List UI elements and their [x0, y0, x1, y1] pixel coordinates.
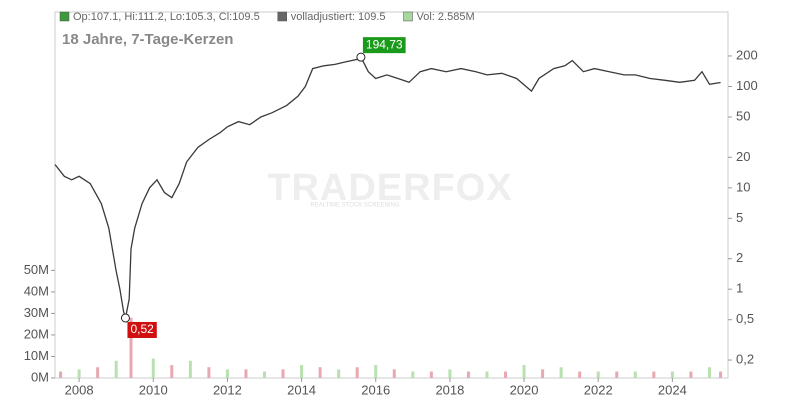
y2-tick-label: 0M: [31, 369, 49, 384]
extreme-label-bg: [127, 321, 157, 338]
volume-bar: [652, 371, 656, 378]
x-tick-label: 2024: [658, 382, 687, 397]
volume-bar: [281, 369, 285, 378]
extreme-label: 194,73: [366, 37, 403, 51]
subtitle: 18 Jahre, 7-Tage-Kerzen: [62, 31, 233, 48]
volume-bar: [719, 371, 723, 378]
volume-bar: [411, 371, 415, 378]
legend-label: volladjustiert: 109.5: [291, 11, 386, 23]
volume-bar: [522, 365, 526, 378]
legend-label: Op:107.1, Hi:111.2, Lo:105.3, Cl:109.5: [73, 11, 260, 23]
watermark: TRADERFOX: [267, 167, 512, 209]
volume-bar: [170, 365, 174, 378]
volume-bar: [263, 371, 267, 378]
volume-bar: [96, 367, 100, 378]
volume-bar: [615, 371, 619, 378]
x-tick-label: 2012: [213, 382, 242, 397]
y-tick-label: 10: [736, 179, 750, 194]
x-tick-label: 2014: [287, 382, 316, 397]
volume-bar: [188, 360, 192, 378]
y-tick-label: 0,5: [736, 311, 754, 326]
x-tick-label: 2008: [65, 382, 94, 397]
volume-bar: [151, 358, 155, 378]
y2-tick-label: 10M: [24, 348, 49, 363]
y-tick-label: 200: [736, 47, 758, 62]
x-tick-label: 2016: [361, 382, 390, 397]
volume-bar: [670, 371, 674, 378]
volume-bar: [448, 369, 452, 378]
extreme-label: 0,52: [130, 322, 154, 336]
y-tick-label: 0,2: [736, 351, 754, 366]
x-tick-label: 2022: [584, 382, 613, 397]
volume-bar: [129, 317, 133, 378]
volume-bar: [689, 371, 693, 378]
volume-bar: [337, 369, 341, 378]
volume-bar: [504, 371, 508, 378]
legend-label: Vol: 2.585M: [417, 11, 475, 23]
x-tick-label: 2018: [435, 382, 464, 397]
y-tick-label: 1: [736, 281, 743, 296]
x-tick-label: 2010: [139, 382, 168, 397]
price-line: [54, 56, 721, 319]
volume-bar: [485, 371, 489, 378]
volume-bar: [559, 367, 563, 378]
extreme-marker: [120, 313, 130, 323]
volume-bar: [541, 369, 545, 378]
extreme-marker: [356, 52, 366, 62]
volume-bar: [207, 367, 211, 378]
volume-bar: [300, 365, 304, 378]
volume-bar: [578, 371, 582, 378]
y-tick-label: 2: [736, 250, 743, 265]
extreme-label-bg: [362, 37, 406, 54]
volume-bar: [596, 371, 600, 378]
legend-swatch: [403, 11, 413, 22]
y-tick-label: 100: [736, 78, 758, 93]
volume-bar: [374, 365, 378, 378]
volume-bar: [225, 369, 229, 378]
volume-bar: [429, 371, 433, 378]
volume-bar: [244, 369, 248, 378]
volume-bar: [707, 367, 711, 378]
volume-bar: [633, 371, 637, 378]
y2-tick-label: 20M: [24, 326, 49, 341]
legend-swatch: [277, 11, 287, 22]
volume-bar: [77, 369, 81, 378]
watermark-sub: REALTIME STOCK SCREENING: [310, 203, 399, 209]
volume-bar: [466, 371, 470, 378]
volume-bar: [392, 369, 396, 378]
y2-tick-label: 30M: [24, 305, 49, 320]
y-tick-label: 5: [736, 210, 743, 225]
y2-tick-label: 40M: [24, 283, 49, 298]
volume-bar: [355, 367, 359, 378]
volume-bar: [59, 371, 63, 378]
legend-swatch: [59, 11, 70, 22]
volume-bar: [114, 360, 118, 378]
volume-bar: [318, 367, 322, 378]
y2-tick-label: 50M: [24, 262, 49, 277]
y-tick-label: 50: [736, 108, 750, 123]
x-tick-label: 2020: [510, 382, 539, 397]
y-tick-label: 20: [736, 149, 750, 164]
